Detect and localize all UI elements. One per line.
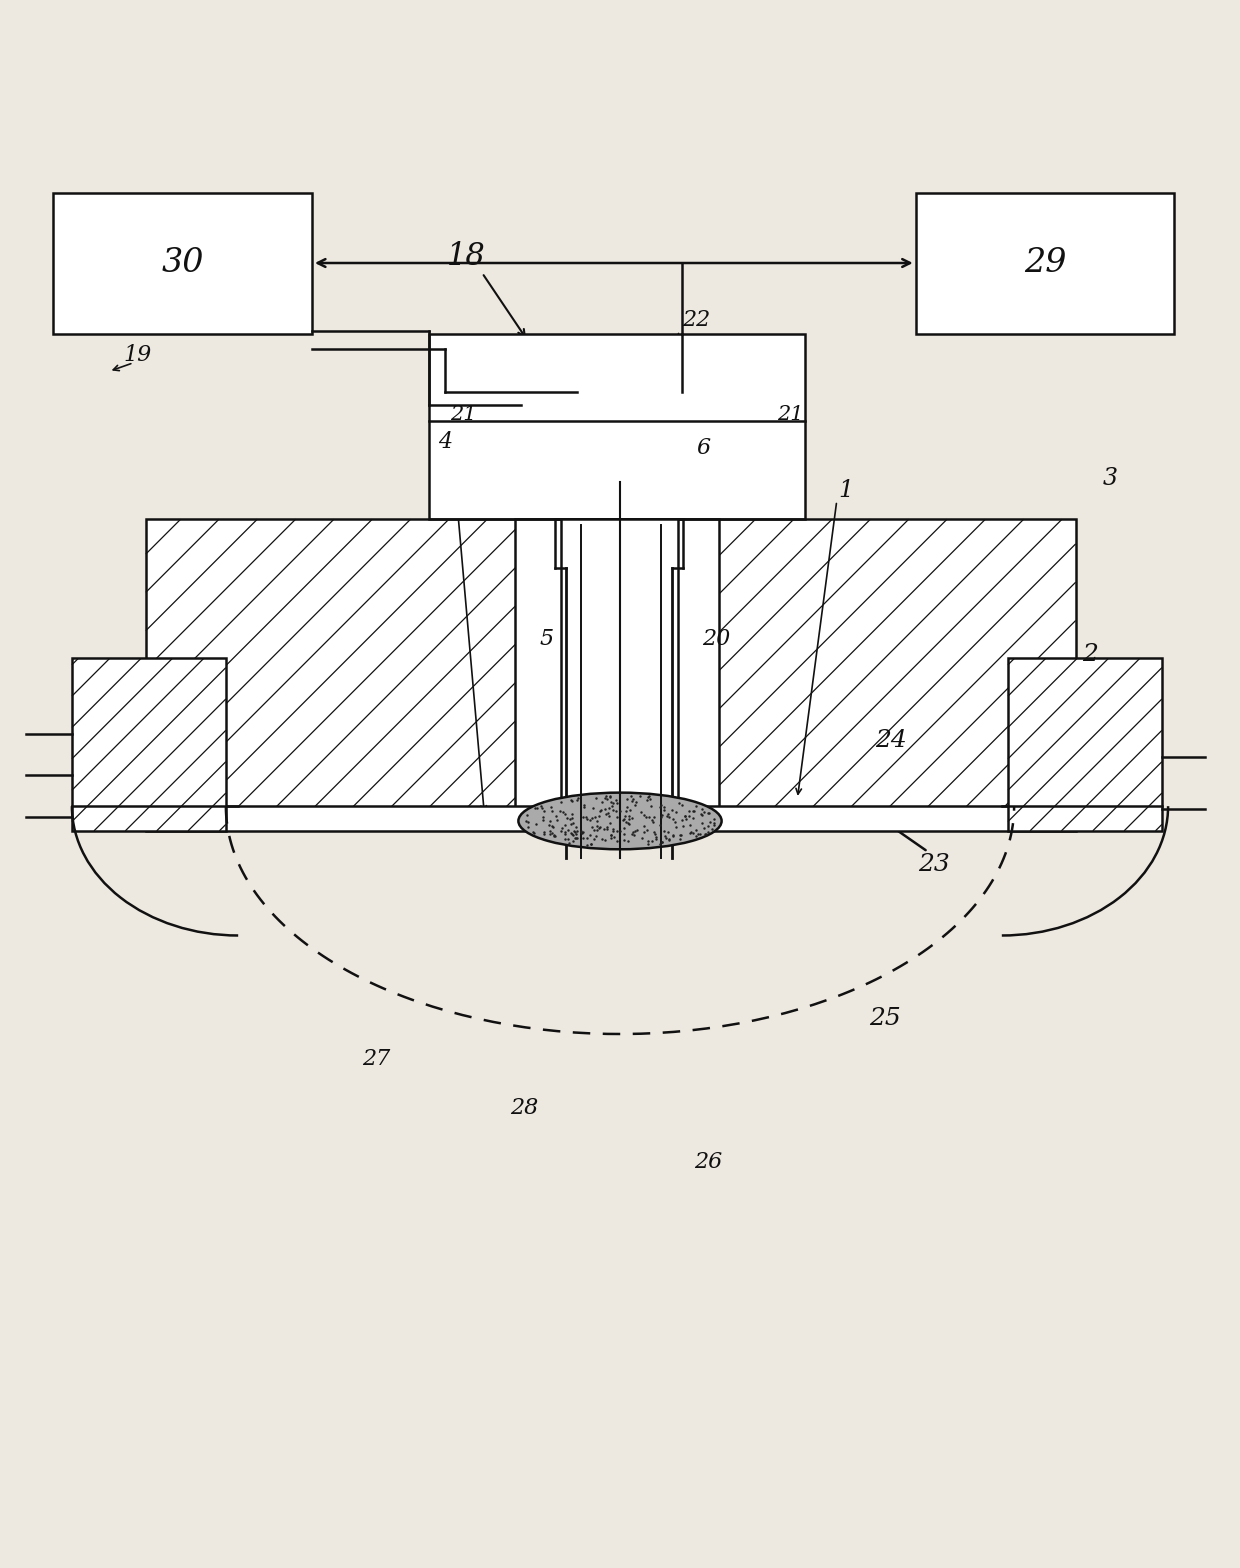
Text: 5: 5 [539,627,553,649]
Text: 19: 19 [123,345,151,367]
Bar [429,334,805,519]
Bar [560,519,678,809]
Text: 20: 20 [702,627,730,649]
Text: 21: 21 [450,405,477,423]
Bar [1008,659,1162,831]
Text: 23: 23 [918,853,950,875]
Text: 3: 3 [1102,467,1117,491]
Text: 18: 18 [446,241,485,273]
Text: 28: 28 [510,1098,538,1120]
Text: 4: 4 [438,431,453,453]
Bar [146,519,1076,809]
Text: 29: 29 [1024,248,1066,279]
Text: 27: 27 [362,1047,391,1069]
Bar [72,659,226,831]
Text: 22: 22 [682,309,711,331]
Text: 1: 1 [838,480,853,502]
Bar [146,519,1076,809]
Ellipse shape [518,792,722,850]
Text: 24: 24 [875,729,906,753]
Text: 21: 21 [776,405,804,423]
Bar [1008,659,1162,831]
Bar [72,659,226,831]
Text: 6: 6 [697,437,711,459]
Text: 25: 25 [869,1007,900,1030]
Bar [53,193,312,334]
Bar [516,519,718,809]
Bar [146,806,1076,831]
Text: 2: 2 [1083,643,1099,666]
Bar [915,193,1174,334]
Text: 30: 30 [161,248,205,279]
Text: 26: 26 [694,1151,723,1173]
